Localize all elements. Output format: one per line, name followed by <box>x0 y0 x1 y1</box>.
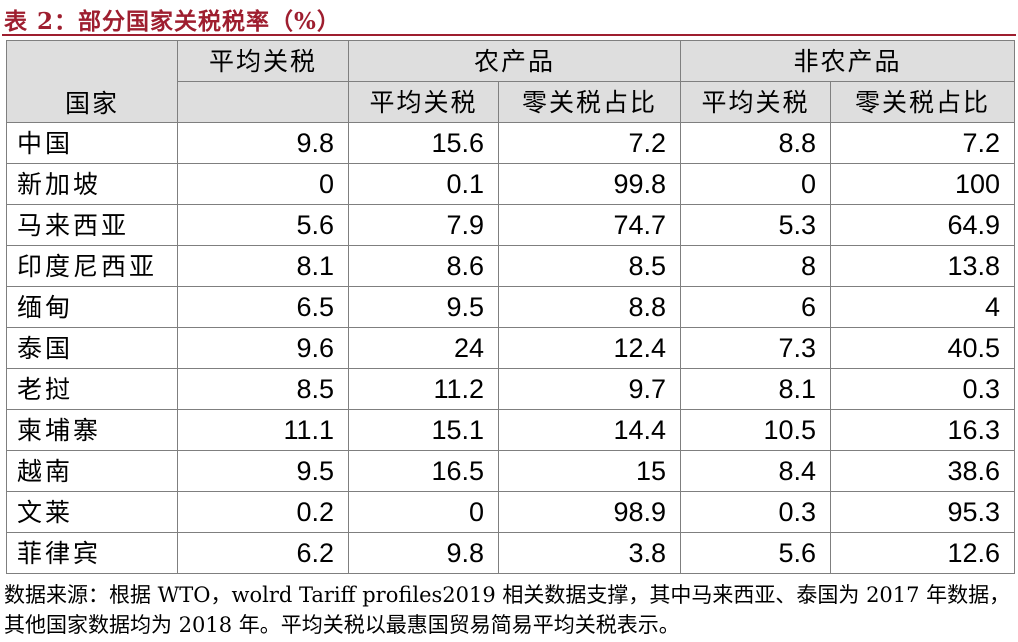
country-cell: 印度尼西亚 <box>6 245 178 287</box>
agri-avg-cell: 15.6 <box>348 122 499 164</box>
table-row: 老挝 8.5 11.2 9.7 8.1 0.3 <box>6 368 1016 410</box>
table-title: 表 2：部分国家关税税率（%） <box>4 8 341 35</box>
agri-zero-cell: 99.8 <box>497 163 682 205</box>
country-cell: 柬埔寨 <box>6 409 178 451</box>
non-zero-cell: 100 <box>830 163 1016 205</box>
agri-zero-cell: 15 <box>497 450 682 492</box>
avg-cell: 9.6 <box>177 327 349 369</box>
agri-avg-cell: 7.9 <box>348 204 499 246</box>
header-blank <box>177 81 349 123</box>
country-cell: 缅甸 <box>6 286 178 328</box>
non-zero-cell: 4 <box>830 286 1016 328</box>
source-note: 数据来源：根据 WTO，wolrd Tariff profiles2019 相关… <box>4 583 1011 637</box>
non-avg-cell: 8.8 <box>680 122 832 164</box>
header-non-zero: 零关税占比 <box>830 81 1016 123</box>
table-row: 缅甸 6.5 9.5 8.8 6 4 <box>6 286 1016 328</box>
non-avg-cell: 10.5 <box>680 409 832 451</box>
agri-avg-cell: 9.8 <box>348 532 499 574</box>
non-zero-cell: 95.3 <box>830 491 1016 533</box>
country-cell: 新加坡 <box>6 163 178 205</box>
agri-avg-cell: 8.6 <box>348 245 499 287</box>
non-avg-cell: 7.3 <box>680 327 832 369</box>
agri-zero-cell: 8.5 <box>497 245 682 287</box>
non-avg-cell: 6 <box>680 286 832 328</box>
header-row-2: 平均关税 零关税占比 平均关税 零关税占比 <box>7 81 1016 123</box>
non-avg-cell: 0 <box>680 163 832 205</box>
non-zero-cell: 38.6 <box>830 450 1016 492</box>
agri-zero-cell: 8.8 <box>497 286 682 328</box>
non-avg-cell: 5.3 <box>680 204 832 246</box>
avg-cell: 0 <box>177 163 349 205</box>
avg-cell: 11.1 <box>177 409 349 451</box>
header-non-agri: 非农产品 <box>680 40 1016 82</box>
non-zero-cell: 7.2 <box>830 122 1016 164</box>
agri-avg-cell: 0 <box>348 491 499 533</box>
table-row: 柬埔寨 11.1 15.1 14.4 10.5 16.3 <box>6 409 1016 451</box>
table-row: 文莱 0.2 0 98.9 0.3 95.3 <box>6 491 1016 533</box>
agri-zero-cell: 98.9 <box>497 491 682 533</box>
non-zero-cell: 0.3 <box>830 368 1016 410</box>
header-avg-tariff: 平均关税 <box>177 40 349 82</box>
header-agri: 农产品 <box>347 40 682 82</box>
table-row: 泰国 9.6 24 12.4 7.3 40.5 <box>6 327 1016 369</box>
avg-cell: 0.2 <box>177 491 349 533</box>
avg-cell: 9.5 <box>177 450 349 492</box>
title-rule <box>2 34 1016 36</box>
country-cell: 文莱 <box>6 491 178 533</box>
country-cell: 马来西亚 <box>6 204 178 246</box>
country-cell: 越南 <box>6 450 178 492</box>
non-avg-cell: 5.6 <box>680 532 832 574</box>
agri-avg-cell: 9.5 <box>348 286 499 328</box>
non-zero-cell: 16.3 <box>830 409 1016 451</box>
header-row-1: 国家 平均关税 农产品 非农产品 <box>6 40 1016 123</box>
country-cell: 泰国 <box>6 327 178 369</box>
non-avg-cell: 8 <box>680 245 832 287</box>
country-cell: 老挝 <box>6 368 178 410</box>
agri-avg-cell: 24 <box>348 327 499 369</box>
avg-cell: 6.2 <box>177 532 349 574</box>
avg-cell: 5.6 <box>177 204 349 246</box>
avg-cell: 8.1 <box>177 245 349 287</box>
table-row: 越南 9.5 16.5 15 8.4 38.6 <box>6 450 1016 492</box>
table-row: 菲律宾 6.2 9.8 3.8 5.6 12.6 <box>6 532 1016 574</box>
non-zero-cell: 13.8 <box>830 245 1016 287</box>
non-zero-cell: 12.6 <box>830 532 1016 574</box>
non-avg-cell: 8.4 <box>680 450 832 492</box>
table-row: 新加坡 0 0.1 99.8 0 100 <box>6 163 1016 205</box>
non-avg-cell: 8.1 <box>680 368 832 410</box>
agri-zero-cell: 9.7 <box>497 368 682 410</box>
agri-avg-cell: 16.5 <box>348 450 499 492</box>
avg-cell: 6.5 <box>177 286 349 328</box>
agri-zero-cell: 14.4 <box>497 409 682 451</box>
agri-zero-cell: 3.8 <box>497 532 682 574</box>
non-avg-cell: 0.3 <box>680 491 832 533</box>
header-non-avg: 平均关税 <box>680 81 832 123</box>
table-row: 印度尼西亚 8.1 8.6 8.5 8 13.8 <box>6 245 1016 287</box>
agri-zero-cell: 74.7 <box>497 204 682 246</box>
avg-cell: 9.8 <box>177 122 349 164</box>
header-agri-zero: 零关税占比 <box>497 81 682 123</box>
agri-zero-cell: 7.2 <box>497 122 682 164</box>
agri-avg-cell: 11.2 <box>348 368 499 410</box>
header-agri-avg: 平均关税 <box>348 81 499 123</box>
table-row: 中国 9.8 15.6 7.2 8.8 7.2 <box>6 122 1016 164</box>
non-zero-cell: 40.5 <box>830 327 1016 369</box>
country-cell: 中国 <box>6 122 178 164</box>
non-zero-cell: 64.9 <box>830 204 1016 246</box>
country-cell: 菲律宾 <box>6 532 178 574</box>
header-country: 国家 <box>6 40 178 123</box>
table-row: 马来西亚 5.6 7.9 74.7 5.3 64.9 <box>6 204 1016 246</box>
tariff-table: 国家 平均关税 农产品 非农产品 平均关税 零关税占比 平均关税 零关税占比 中… <box>6 40 1016 574</box>
agri-zero-cell: 12.4 <box>497 327 682 369</box>
avg-cell: 8.5 <box>177 368 349 410</box>
agri-avg-cell: 15.1 <box>348 409 499 451</box>
agri-avg-cell: 0.1 <box>348 163 499 205</box>
